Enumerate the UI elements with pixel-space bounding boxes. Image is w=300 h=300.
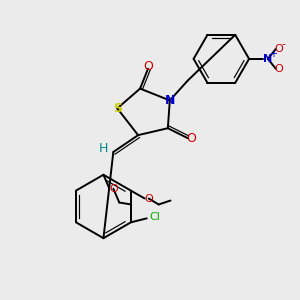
Text: O: O [187,132,196,145]
Text: O: O [109,184,118,194]
Text: O: O [144,194,153,203]
Text: Cl: Cl [149,212,160,222]
Text: O: O [274,64,283,74]
Text: O: O [143,60,153,73]
Text: -: - [282,39,286,49]
Text: N: N [263,54,272,64]
Text: H: H [99,142,108,154]
Text: +: + [269,49,277,59]
Text: S: S [113,102,122,115]
Text: N: N [165,94,175,107]
Text: O: O [274,44,283,54]
